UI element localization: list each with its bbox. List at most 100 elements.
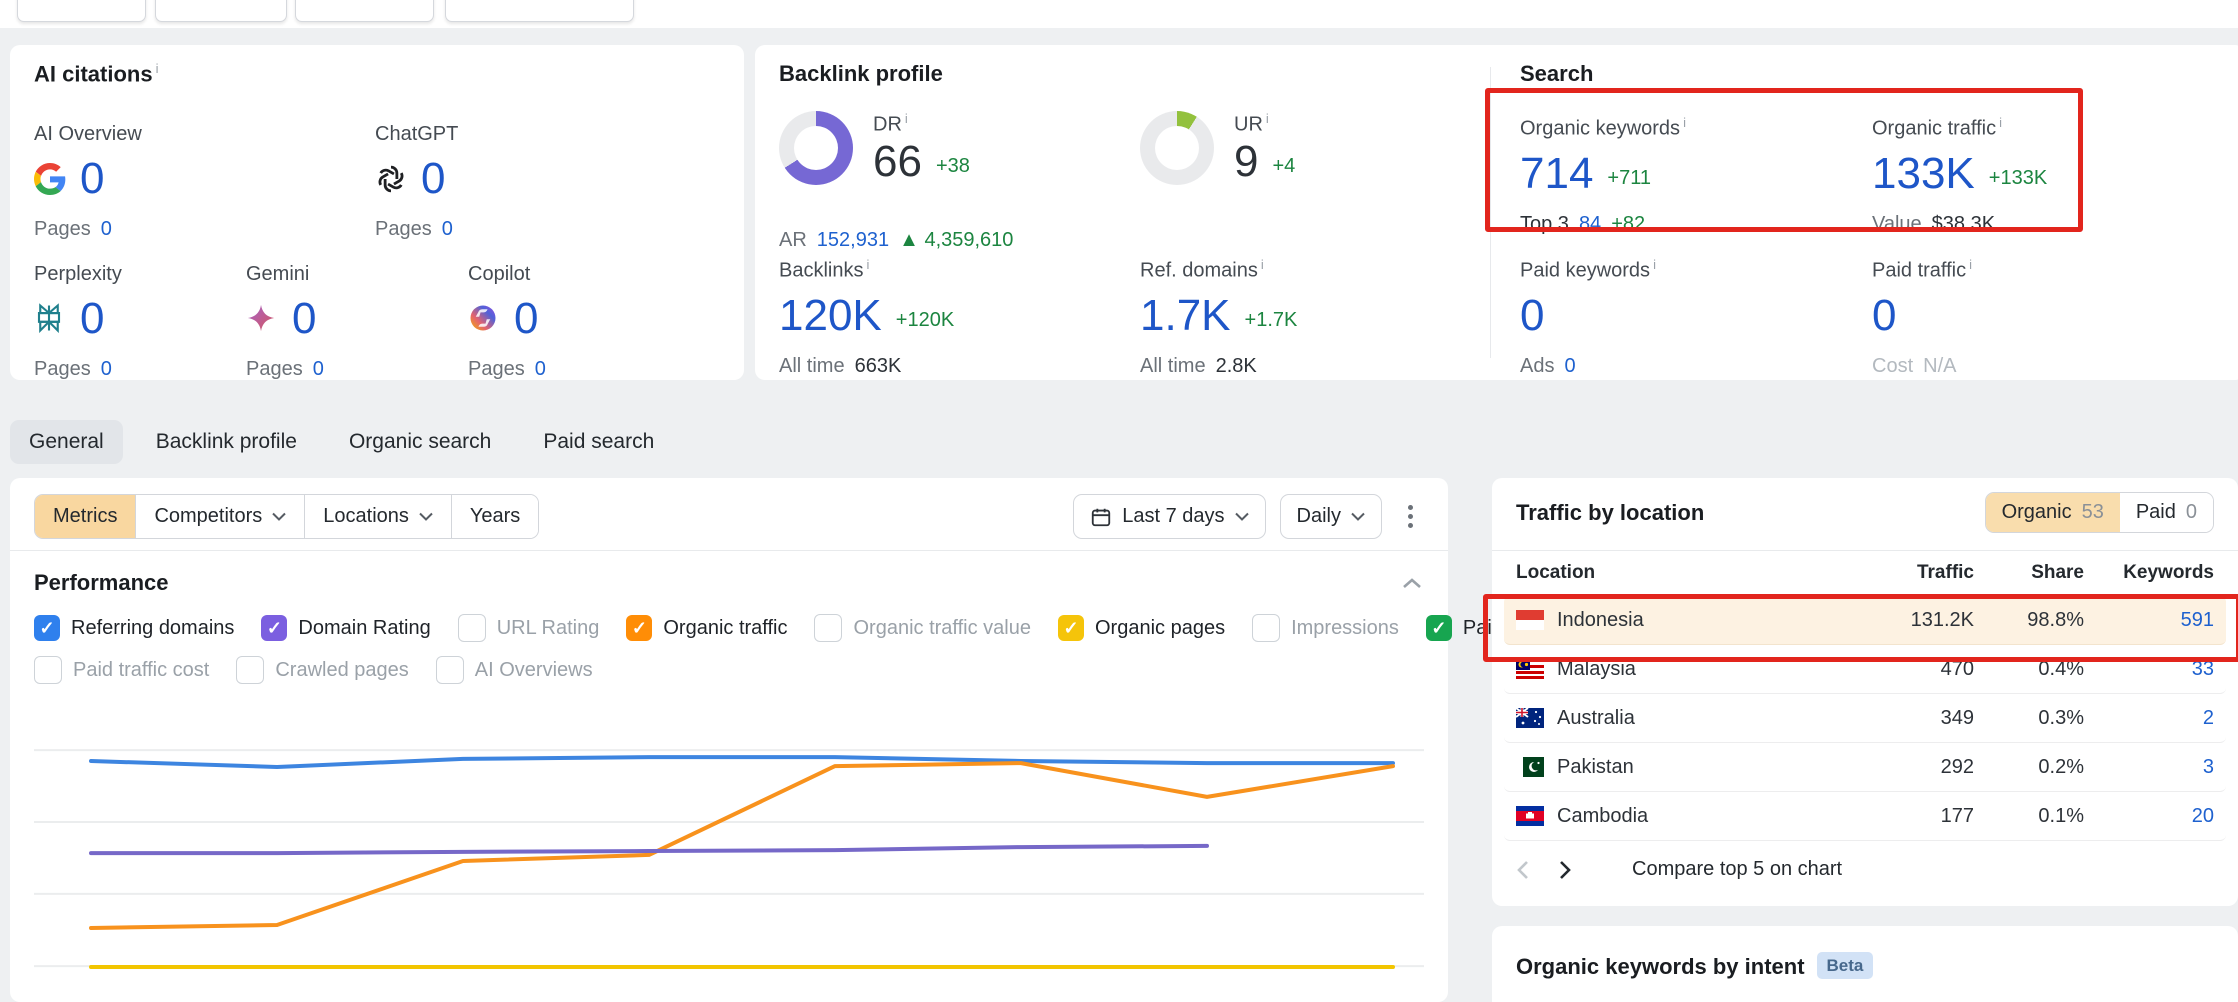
pakistan-flag-icon bbox=[1516, 757, 1544, 777]
performance-chart bbox=[34, 749, 1424, 969]
more-options-icon[interactable] bbox=[1396, 499, 1424, 534]
info-icon[interactable]: i bbox=[1265, 111, 1269, 126]
info-icon[interactable]: i bbox=[155, 61, 159, 76]
checkbox-box: ✓ bbox=[1057, 615, 1084, 641]
gemini-icon bbox=[246, 303, 278, 335]
checkbox-label: Organic pages bbox=[1094, 616, 1226, 639]
keywords-link[interactable]: 3 bbox=[2202, 755, 2214, 778]
top3-value-link[interactable]: 84 bbox=[1578, 212, 1602, 235]
segment-years[interactable]: Years bbox=[450, 495, 539, 538]
ads-link[interactable]: 0 bbox=[1564, 354, 1576, 377]
checkbox-label: Paid traffic cost bbox=[73, 658, 210, 681]
metric-delta: +711 bbox=[1607, 166, 1651, 189]
table-row-pakistan[interactable]: Pakistan 292 0.2% 3 bbox=[1504, 743, 2226, 792]
keywords-link[interactable]: 20 bbox=[2191, 804, 2214, 827]
checkbox-ai-overviews[interactable]: AI Overviews bbox=[435, 656, 593, 684]
google-icon bbox=[34, 163, 66, 196]
checkbox-label: AI Overviews bbox=[474, 658, 593, 681]
granularity-button[interactable]: Daily bbox=[1279, 494, 1382, 539]
pages-link[interactable]: 0 bbox=[100, 358, 112, 381]
traffic-value: 131.2K bbox=[1910, 608, 1974, 631]
tab-organic-search[interactable]: Organic search bbox=[348, 430, 492, 453]
metric-gemini: Gemini 0 Pages 0 bbox=[246, 263, 324, 381]
keywords-link[interactable]: 591 bbox=[2180, 608, 2214, 631]
share-value: 0.4% bbox=[2038, 657, 2084, 680]
checkbox-impressions[interactable]: Impressions bbox=[1252, 614, 1399, 642]
checkbox-organic-traffic-value[interactable]: Organic traffic value bbox=[814, 614, 1031, 642]
traffic-value: 177 bbox=[1940, 804, 1974, 827]
ai-citations-card: AI citations i AI Overview 0 Pages 0 ChatG… bbox=[10, 45, 744, 380]
pages-link[interactable]: 0 bbox=[100, 218, 112, 241]
checkbox-domain-rating[interactable]: ✓ Domain Rating bbox=[261, 615, 431, 641]
metric-label: UR bbox=[1234, 113, 1263, 136]
info-icon[interactable]: i bbox=[1999, 115, 2003, 130]
checkbox-paid-traffic-cost[interactable]: Paid traffic cost bbox=[34, 656, 209, 684]
pages-link[interactable]: 0 bbox=[534, 358, 546, 381]
checkbox-url-rating[interactable]: URL Rating bbox=[457, 614, 599, 642]
segment-locations[interactable]: Locations bbox=[304, 495, 451, 538]
ar-row: AR 152,931 ▲ 4,359,610 bbox=[779, 229, 1013, 252]
pages-link[interactable]: 0 bbox=[441, 218, 453, 241]
pages-label: Pages bbox=[468, 358, 525, 381]
table-row-cambodia[interactable]: Cambodia 177 0.1% 20 bbox=[1504, 792, 2226, 841]
prev-page-icon[interactable] bbox=[1516, 860, 1529, 880]
checkbox-organic-pages[interactable]: ✓ Organic pages bbox=[1057, 615, 1226, 641]
keywords-link[interactable]: 2 bbox=[2202, 706, 2214, 729]
metric-delta: +1.7K bbox=[1244, 308, 1298, 331]
top-control-4[interactable] bbox=[445, 0, 634, 22]
australia-flag-icon bbox=[1515, 707, 1544, 728]
info-icon[interactable]: i bbox=[904, 111, 908, 126]
table-row-malaysia[interactable]: Malaysia 470 0.4% 33 bbox=[1504, 645, 2226, 694]
metric-value: 120K bbox=[779, 290, 882, 340]
keywords-link[interactable]: 33 bbox=[2191, 657, 2214, 680]
location-table-header: Location Traffic Share Keywords bbox=[1516, 562, 2214, 584]
toggle-paid[interactable]: Paid 0 bbox=[2119, 493, 2213, 532]
location-name: Indonesia bbox=[1557, 608, 1644, 631]
info-icon[interactable]: i bbox=[1683, 115, 1686, 130]
performance-title: Performance bbox=[34, 570, 169, 595]
date-range-button[interactable]: Last 7 days bbox=[1073, 494, 1266, 539]
top-control-1[interactable] bbox=[17, 0, 146, 22]
info-icon[interactable]: i bbox=[1653, 257, 1656, 272]
metric-ref-domains: Ref. domains i 1.7K +1.7K All time 2.8K bbox=[1140, 257, 1297, 378]
ar-value-link[interactable]: 152,931 bbox=[816, 229, 890, 251]
toolbar-divider bbox=[10, 550, 1448, 551]
metric-label: Paid traffic bbox=[1872, 259, 1967, 282]
metric-value: 0 bbox=[80, 154, 105, 203]
tab-backlink-profile[interactable]: Backlink profile bbox=[155, 430, 297, 453]
info-icon[interactable]: i bbox=[1969, 257, 1973, 272]
collapse-chevron-icon[interactable] bbox=[1402, 576, 1422, 594]
toggle-organic[interactable]: Organic 53 bbox=[1985, 493, 2120, 532]
organic-paid-toggle: Organic 53 Paid 0 bbox=[1984, 492, 2214, 533]
metric-label: Copilot bbox=[468, 263, 531, 285]
info-icon[interactable]: i bbox=[866, 257, 870, 272]
checkbox-crawled-pages[interactable]: Crawled pages bbox=[236, 656, 409, 684]
checkbox-label: Crawled pages bbox=[275, 658, 409, 681]
tab-general[interactable]: General bbox=[10, 420, 123, 464]
next-page-icon[interactable] bbox=[1559, 860, 1572, 880]
metric-value: 714 bbox=[1520, 148, 1594, 198]
pages-link[interactable]: 0 bbox=[312, 358, 324, 381]
pages-label: Pages bbox=[246, 358, 303, 381]
segment-competitors[interactable]: Competitors bbox=[135, 495, 305, 538]
pages-label: Pages bbox=[375, 218, 432, 241]
segment-label: Competitors bbox=[154, 505, 263, 527]
table-row-indonesia[interactable]: Indonesia 131.2K 98.8% 591 bbox=[1504, 596, 2226, 645]
chevron-down-icon bbox=[1234, 512, 1249, 521]
col-share: Share bbox=[2031, 562, 2084, 583]
metric-label: Perplexity bbox=[34, 263, 122, 285]
top-control-3[interactable] bbox=[295, 0, 434, 22]
tab-paid-search[interactable]: Paid search bbox=[543, 430, 655, 453]
top3-delta: +82 bbox=[1611, 212, 1646, 235]
ai-citations-title-text: AI citations bbox=[34, 61, 153, 87]
checkbox-organic-traffic[interactable]: ✓ Organic traffic bbox=[626, 615, 787, 641]
info-icon[interactable]: i bbox=[1260, 257, 1264, 272]
chevron-down-icon bbox=[272, 512, 286, 521]
checkbox-referring-domains[interactable]: ✓ Referring domains bbox=[34, 615, 234, 641]
traffic-by-location-card: Traffic by location Organic 53 Paid 0 Lo… bbox=[1492, 478, 2238, 906]
segment-metrics[interactable]: Metrics bbox=[35, 495, 136, 538]
table-row-australia[interactable]: Australia 349 0.3% 2 bbox=[1504, 694, 2226, 743]
metric-value: 0 bbox=[292, 294, 317, 343]
compare-top5-link[interactable]: Compare top 5 on chart bbox=[1632, 858, 1843, 880]
top-control-2[interactable] bbox=[155, 0, 287, 22]
